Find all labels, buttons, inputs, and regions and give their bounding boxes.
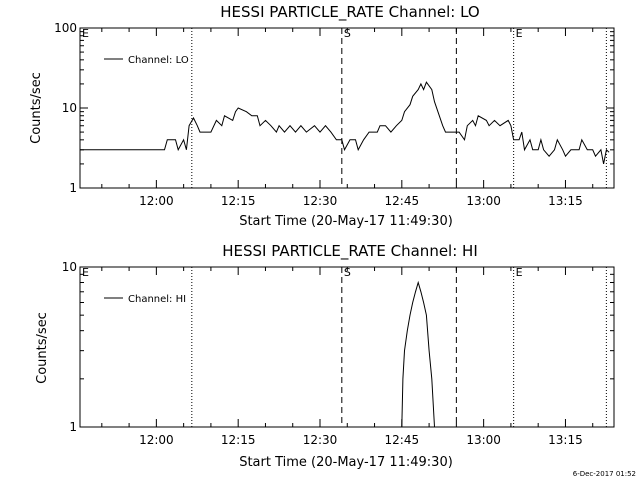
legend-label: Channel: LO [128, 55, 189, 66]
reference-line-label: E [516, 27, 523, 40]
legend-label: Channel: HI [128, 294, 186, 305]
y-tick-label: 10 [62, 260, 77, 274]
y-tick-label: 1 [69, 420, 77, 434]
x-tick-label: 12:30 [303, 194, 338, 208]
reference-line-label: E [82, 266, 89, 279]
y-tick-label: 1 [69, 181, 77, 195]
plot-frame [79, 27, 615, 189]
x-tick-label: 12:30 [303, 433, 338, 447]
x-tick-label: 12:45 [385, 194, 420, 208]
plot-frame [79, 266, 615, 428]
reference-line-label: E [516, 266, 523, 279]
x-tick-label: 12:15 [221, 433, 256, 447]
axis-ticks: 12:00 12:15 12:30 12:45 13:00 13:15 1 10 [62, 260, 614, 447]
axis-ticks: 12:00 12:15 12:30 12:45 13:00 13:15 1 10 100 [54, 21, 614, 208]
x-tick-label: 13:00 [466, 433, 501, 447]
reference-line-label: S [344, 266, 351, 279]
x-tick-label: 12:00 [139, 194, 174, 208]
generation-timestamp: 6-Dec-2017 01:52 [573, 470, 636, 478]
series-layer [80, 81, 610, 164]
x-tick-label: 12:00 [139, 433, 174, 447]
y-tick-label: 10 [62, 101, 77, 115]
x-tick-label: 13:15 [548, 194, 583, 208]
chart-panel-hi: HESSI PARTICLE_RATE Channel: HI Counts/s… [35, 242, 615, 470]
chart-title: HESSI PARTICLE_RATE Channel: HI [222, 242, 478, 261]
reference-line-label: E [82, 27, 89, 40]
x-tick-label: 12:15 [221, 194, 256, 208]
x-tick-label: 12:45 [385, 433, 420, 447]
y-axis-label: Counts/sec [35, 312, 50, 384]
legend: Channel: HI [104, 294, 186, 305]
x-axis-label: Start Time (20-May-17 11:49:30) [239, 455, 453, 470]
x-axis-label: Start Time (20-May-17 11:49:30) [239, 214, 453, 229]
x-tick-label: 13:15 [548, 433, 583, 447]
series-layer [401, 280, 435, 428]
x-tick-label: 13:00 [466, 194, 501, 208]
chart-panel-lo: HESSI PARTICLE_RATE Channel: LO Counts/s… [29, 3, 615, 229]
series-line [401, 280, 435, 428]
chart-title: HESSI PARTICLE_RATE Channel: LO [220, 3, 479, 22]
y-axis-label: Counts/sec [29, 72, 44, 144]
series-line [80, 81, 610, 164]
reference-line-label: S [344, 27, 351, 40]
legend: Channel: LO [104, 55, 189, 66]
y-tick-label: 100 [54, 21, 77, 35]
